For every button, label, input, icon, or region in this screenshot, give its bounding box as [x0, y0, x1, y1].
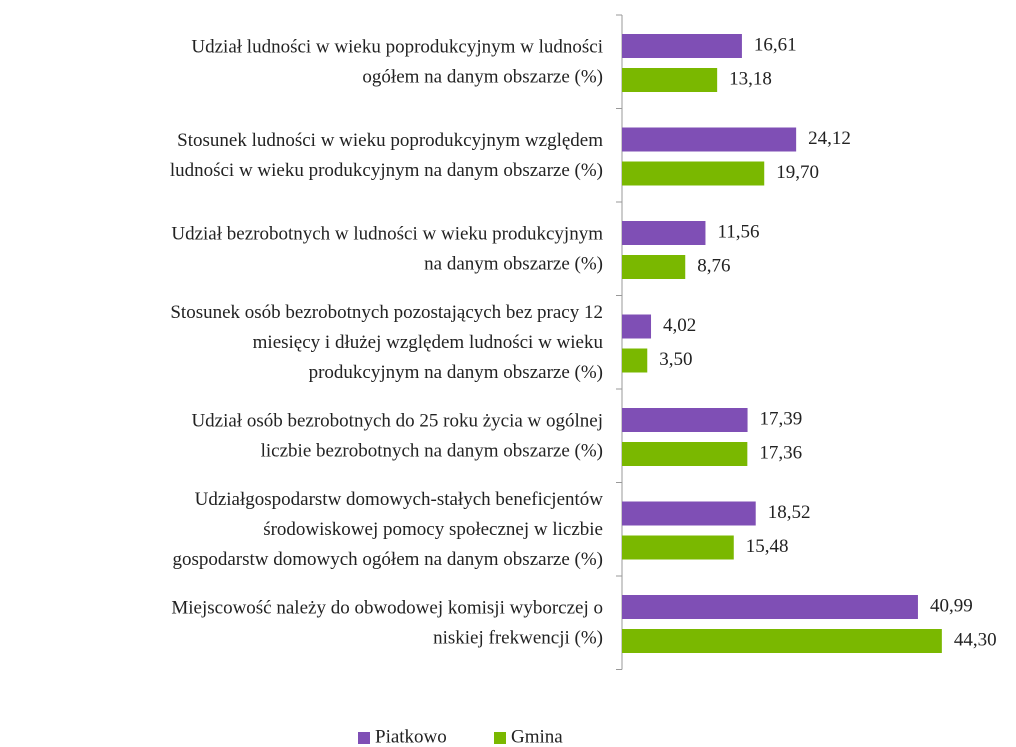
value-label: 16,61 [754, 34, 797, 55]
value-label: 3,50 [659, 349, 692, 370]
category-label: środowiskowej pomocy społecznej w liczbi… [263, 519, 603, 540]
value-label: 19,70 [776, 162, 819, 183]
legend-label: Gmina [511, 726, 563, 747]
value-label: 40,99 [930, 595, 973, 616]
bar [622, 535, 734, 560]
bar [622, 255, 686, 279]
category-label: liczbie bezrobotnych na danym obszarze (… [261, 440, 603, 461]
category-label: Udział osób bezrobotnych do 25 roku życi… [191, 410, 603, 431]
bar [622, 348, 648, 373]
category-label: niskiej frekwencji (%) [433, 627, 603, 648]
category-label: Udział bezrobotnych w ludności w wieku p… [171, 223, 603, 244]
bar [622, 34, 742, 58]
bar [622, 68, 718, 92]
bar [622, 314, 652, 339]
value-label: 18,52 [768, 502, 811, 523]
value-label: 11,56 [717, 221, 759, 242]
bar [622, 501, 756, 526]
category-label: ogółem na danym obszarze (%) [362, 66, 603, 87]
bar [622, 161, 765, 186]
category-label: ludności w wieku produkcyjnym na danym o… [170, 160, 603, 181]
bar [622, 127, 797, 152]
category-label: Udział ludności w wieku poprodukcyjnym w… [191, 36, 603, 57]
legend-label: Piatkowo [375, 726, 447, 747]
value-label: 4,02 [663, 315, 696, 336]
category-label: Udziałgospodarstw domowych-stałych benef… [195, 489, 604, 510]
bar [622, 221, 706, 245]
category-label: miesięcy i dłużej względem ludności w wi… [253, 332, 604, 353]
category-label: produkcyjnym na danym obszarze (%) [309, 362, 603, 383]
value-label: 8,76 [697, 255, 730, 276]
bar [622, 408, 748, 432]
category-label: Stosunek osób bezrobotnych pozostających… [170, 302, 603, 323]
bar [622, 629, 942, 653]
category-label: na danym obszarze (%) [424, 253, 603, 274]
legend-swatch [494, 732, 506, 744]
value-label: 17,39 [760, 408, 803, 429]
legend-swatch [358, 732, 370, 744]
bar [622, 595, 918, 619]
value-label: 13,18 [729, 68, 772, 89]
value-label: 17,36 [759, 442, 802, 463]
category-label: gospodarstw domowych ogółem na danym obs… [172, 549, 603, 570]
category-label: Miejscowość należy do obwodowej komisji … [171, 597, 603, 618]
value-label: 15,48 [746, 536, 789, 557]
value-label: 24,12 [808, 128, 851, 149]
category-label: Stosunek ludności w wieku poprodukcyjnym… [177, 130, 603, 151]
bar [622, 442, 748, 466]
value-label: 44,30 [954, 629, 997, 650]
